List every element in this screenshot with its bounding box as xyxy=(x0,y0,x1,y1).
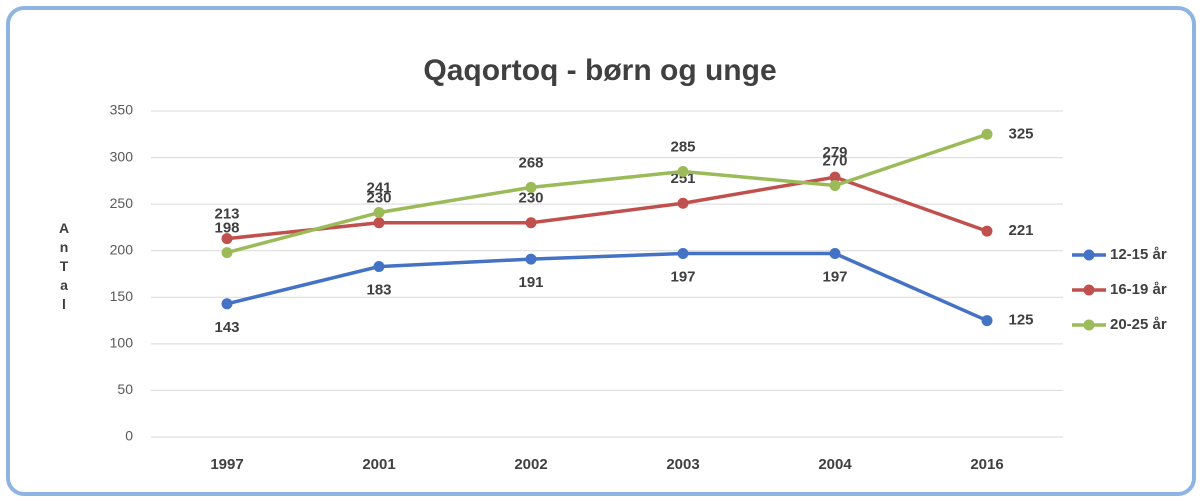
point xyxy=(525,181,537,193)
data-label: 221 xyxy=(1008,222,1033,239)
data-label: 230 xyxy=(518,190,543,207)
data-label: 198 xyxy=(214,220,239,237)
point xyxy=(829,180,841,192)
y-axis-label: AnTal xyxy=(56,220,72,315)
point xyxy=(981,315,993,327)
chart-title: Qaqortoq - børn og unge xyxy=(423,54,776,87)
data-label: 279 xyxy=(822,144,847,161)
data-label: 125 xyxy=(1008,312,1033,329)
x-tick-label: 2001 xyxy=(362,456,395,473)
y-tick-label: 250 xyxy=(110,195,134,211)
series-line xyxy=(226,175,988,241)
x-tick-label: 2002 xyxy=(514,456,547,473)
y-tick-label: 300 xyxy=(110,148,134,164)
point xyxy=(525,217,537,229)
point xyxy=(373,207,385,219)
data-label: 197 xyxy=(670,268,695,285)
point xyxy=(677,166,689,178)
y-tick-label: 100 xyxy=(110,335,134,351)
point xyxy=(525,253,537,265)
data-label: 213 xyxy=(214,206,239,223)
data-label: 197 xyxy=(822,268,847,285)
data-label: 230 xyxy=(366,190,391,207)
y-tick-label: 50 xyxy=(117,381,133,397)
point xyxy=(829,248,841,260)
data-label: 285 xyxy=(670,139,695,156)
data-label: 191 xyxy=(518,274,543,291)
data-label: 325 xyxy=(1008,125,1033,142)
legend-marker xyxy=(1083,249,1095,261)
y-tick-label: 0 xyxy=(125,428,133,444)
point xyxy=(677,197,689,209)
legend-marker xyxy=(1083,284,1095,296)
data-label: 268 xyxy=(518,154,543,171)
x-tick-label: 2003 xyxy=(666,456,699,473)
y-tick-label: 200 xyxy=(110,241,134,257)
legend-marker xyxy=(1083,319,1095,331)
legend-label: 20-25 år xyxy=(1110,316,1167,333)
legend-label: 16-19 år xyxy=(1110,281,1167,298)
data-label: 241 xyxy=(366,179,391,196)
x-tick-label: 2016 xyxy=(970,456,1003,473)
point xyxy=(373,217,385,229)
x-tick-label: 2004 xyxy=(818,456,852,473)
point xyxy=(981,128,993,140)
point xyxy=(221,298,233,310)
data-label: 143 xyxy=(214,319,239,336)
point xyxy=(981,225,993,237)
legend-label: 12-15 år xyxy=(1110,246,1167,263)
data-label: 183 xyxy=(366,282,391,299)
series-line xyxy=(226,251,988,323)
series-line xyxy=(226,132,988,255)
point xyxy=(221,233,233,245)
point xyxy=(829,171,841,183)
point xyxy=(373,261,385,273)
data-label: 270 xyxy=(822,152,847,169)
point xyxy=(677,248,689,260)
data-label: 251 xyxy=(670,170,695,187)
y-tick-label: 350 xyxy=(110,102,134,118)
x-tick-label: 1997 xyxy=(210,456,243,473)
point xyxy=(221,247,233,259)
y-tick-label: 150 xyxy=(110,288,134,304)
